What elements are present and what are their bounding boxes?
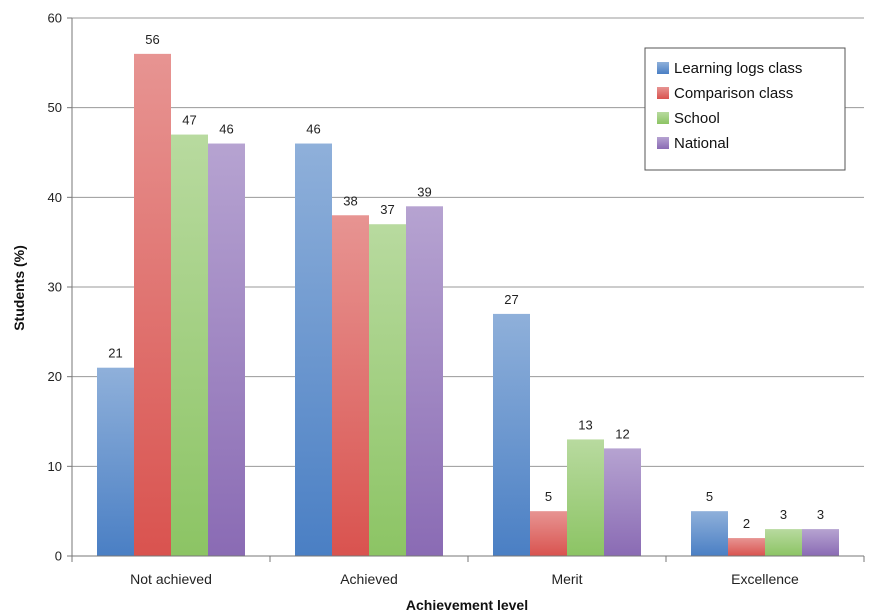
x-tick-labels: Not achieved Achieved Merit Excellence <box>130 571 799 587</box>
data-label-learning-logs-class-not-achieved: 21 <box>108 346 122 361</box>
data-label-school-not-achieved: 47 <box>182 113 196 128</box>
bar-learning-logs-class-merit <box>493 313 530 556</box>
data-label-national-excellence: 3 <box>817 507 824 522</box>
bar-national-achieved <box>406 206 443 557</box>
data-label-comparison-class-not-achieved: 56 <box>145 32 159 47</box>
data-label-comparison-class-excellence: 2 <box>743 516 750 531</box>
x-tick-label-excellence: Excellence <box>731 571 799 587</box>
data-label-learning-logs-class-merit: 27 <box>504 292 518 307</box>
x-tick-label-achieved: Achieved <box>340 571 398 587</box>
bars <box>97 53 839 557</box>
bar-comparison-class-achieved <box>332 215 369 556</box>
data-label-learning-logs-class-excellence: 5 <box>706 489 713 504</box>
data-label-national-merit: 12 <box>615 426 629 441</box>
bar-comparison-class-not-achieved <box>134 53 171 556</box>
x-tick-label-merit: Merit <box>551 571 582 587</box>
bar-learning-logs-class-achieved <box>295 143 332 557</box>
data-label-learning-logs-class-achieved: 46 <box>306 122 320 137</box>
axes <box>67 17 865 562</box>
y-tick-label-20: 20 <box>48 369 62 384</box>
bar-national-excellence <box>802 529 839 556</box>
y-tick-label-0: 0 <box>55 549 62 564</box>
data-label-national-not-achieved: 46 <box>219 122 233 137</box>
bar-school-excellence <box>765 529 802 556</box>
legend-label-school: School <box>674 110 720 127</box>
bar-comparison-class-excellence <box>728 538 765 556</box>
data-label-national-achieved: 39 <box>417 184 431 199</box>
x-tick-label-not-achieved: Not achieved <box>130 571 212 587</box>
data-label-comparison-class-merit: 5 <box>545 489 552 504</box>
bar-school-merit <box>567 439 604 556</box>
y-tick-label-60: 60 <box>48 11 62 26</box>
legend-label-national: National <box>674 135 729 152</box>
y-tick-labels: 0 10 20 30 40 50 60 <box>48 11 62 564</box>
legend-swatch-comparison-class <box>657 87 669 99</box>
bar-national-not-achieved <box>208 143 245 557</box>
bar-school-achieved <box>369 224 406 556</box>
bar-learning-logs-class-excellence <box>691 511 728 556</box>
data-label-comparison-class-achieved: 38 <box>343 193 357 208</box>
data-labels: 21 56 47 46 46 38 37 39 27 5 13 12 5 2 3 3 <box>108 32 824 531</box>
legend-label-learning-logs-class: Learning logs class <box>674 60 802 77</box>
bar-learning-logs-class-not-achieved <box>97 367 134 556</box>
bar-national-merit <box>604 448 641 556</box>
y-tick-label-30: 30 <box>48 280 62 295</box>
legend-swatch-school <box>657 112 669 124</box>
y-tick-label-40: 40 <box>48 190 62 205</box>
legend: Learning logs class Comparison class Schoo… <box>644 47 846 171</box>
y-tick-label-50: 50 <box>48 100 62 115</box>
legend-swatch-national <box>657 137 669 149</box>
x-axis-title: Achievement level <box>406 597 528 613</box>
data-label-school-excellence: 3 <box>780 507 787 522</box>
data-label-school-merit: 13 <box>578 417 592 432</box>
y-tick-label-10: 10 <box>48 459 62 474</box>
y-axis-title: Students (%) <box>11 245 27 331</box>
legend-box <box>644 47 846 171</box>
legend-swatch-learning-logs-class <box>657 62 669 74</box>
bar-comparison-class-merit <box>530 511 567 556</box>
legend-label-comparison-class: Comparison class <box>674 85 793 102</box>
data-label-school-achieved: 37 <box>380 202 394 217</box>
bar-school-not-achieved <box>171 134 208 557</box>
